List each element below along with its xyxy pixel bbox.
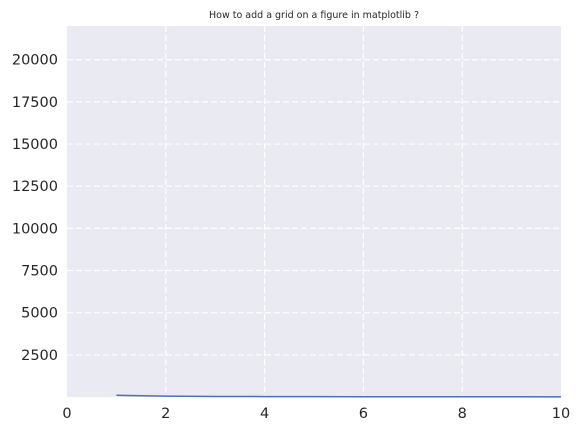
series-lines: [116, 394, 562, 398]
y-tick-label: 20000: [12, 53, 58, 69]
x-axis-tick-labels: 0 2 4 6 8 10: [62, 406, 570, 422]
x-tick-label: 10: [552, 406, 570, 422]
x-tick-label: 6: [359, 406, 368, 422]
plot-area: [67, 26, 561, 397]
grid-lines: [67, 26, 561, 397]
y-axis-tick-labels: 2500 5000 7500 10000 12500 15000 17500 20000: [12, 53, 58, 364]
x-tick-label: 2: [161, 406, 170, 422]
x-tick-label: 0: [62, 406, 71, 422]
y-tick-label: 12500: [12, 179, 58, 195]
x-tick-label: 8: [458, 406, 467, 422]
y-tick-label: 5000: [21, 306, 58, 322]
y-tick-label: 7500: [21, 264, 58, 280]
y-tick-label: 17500: [12, 95, 58, 111]
series-line: [116, 394, 562, 398]
y-tick-label: 10000: [12, 221, 58, 237]
x-tick-label: 4: [260, 406, 269, 422]
chart-title: How to add a grid on a figure in matplot…: [209, 10, 419, 21]
y-tick-label: 2500: [21, 348, 58, 364]
y-tick-label: 15000: [12, 137, 58, 153]
